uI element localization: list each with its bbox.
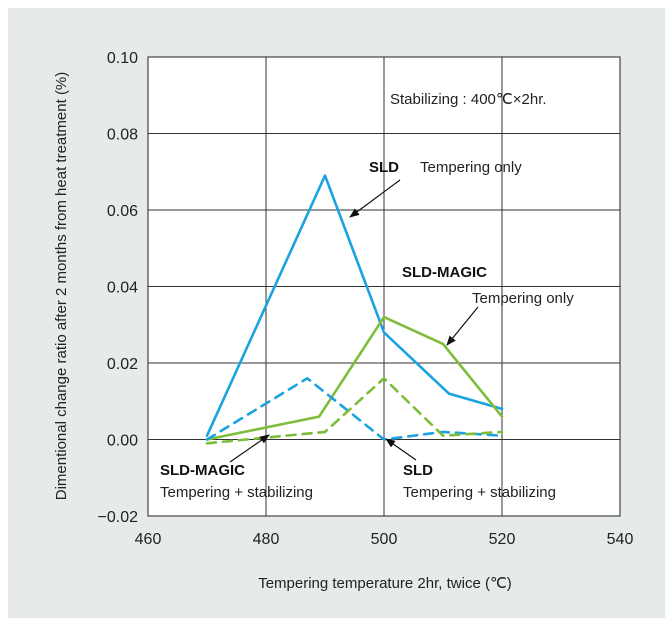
sld-stab-label: SLD: [403, 462, 433, 479]
magic-tempering-desc: Tempering only: [472, 290, 574, 307]
y-tick-label: 0.10: [107, 50, 138, 67]
y-tick-label: 0.06: [107, 203, 138, 220]
y-tick-label: 0.02: [107, 356, 138, 373]
series-line-2: [205, 315, 504, 441]
x-tick-label: 480: [253, 531, 280, 548]
y-tick-label: 0.08: [107, 127, 138, 144]
x-tick-label: 500: [371, 531, 398, 548]
y-tick-label: 0.00: [107, 433, 138, 450]
x-tick-label: 460: [135, 531, 162, 548]
series-line-1: [205, 174, 504, 438]
series-line-4: [205, 376, 504, 445]
magic-tempering-label: SLD-MAGIC: [402, 264, 487, 281]
sld-tempering-desc: Tempering only: [420, 159, 522, 176]
x-tick-label: 520: [489, 531, 516, 548]
x-axis-ticks: 460 480 500 520 540: [135, 531, 634, 548]
arrow-magic-stab: [229, 434, 270, 463]
sld-stab-desc: Tempering + stabilizing: [403, 484, 556, 501]
x-axis-label: Tempering temperature 2hr, twice (℃): [258, 575, 512, 592]
y-tick-label: −0.02: [98, 509, 139, 526]
y-axis-ticks: −0.02 0.00 0.02 0.04 0.06 0.08 0.10: [98, 50, 139, 526]
arrow-sld-stab: [385, 438, 417, 461]
series-group: [205, 174, 504, 445]
y-axis-label: Dimentional change ratio after 2 months …: [53, 72, 70, 501]
arrow-sld-tempering: [349, 179, 401, 218]
y-tick-label: 0.04: [107, 280, 138, 297]
x-tick-label: 540: [607, 531, 634, 548]
series-line-3: [205, 376, 504, 441]
arrow-magic-tempering: [446, 306, 479, 346]
magic-stab-label: SLD-MAGIC: [160, 462, 245, 479]
magic-stab-desc: Tempering + stabilizing: [160, 484, 313, 501]
sld-tempering-label: SLD: [369, 159, 399, 176]
stabilizing-note: Stabilizing : 400℃×2hr.: [390, 91, 547, 108]
